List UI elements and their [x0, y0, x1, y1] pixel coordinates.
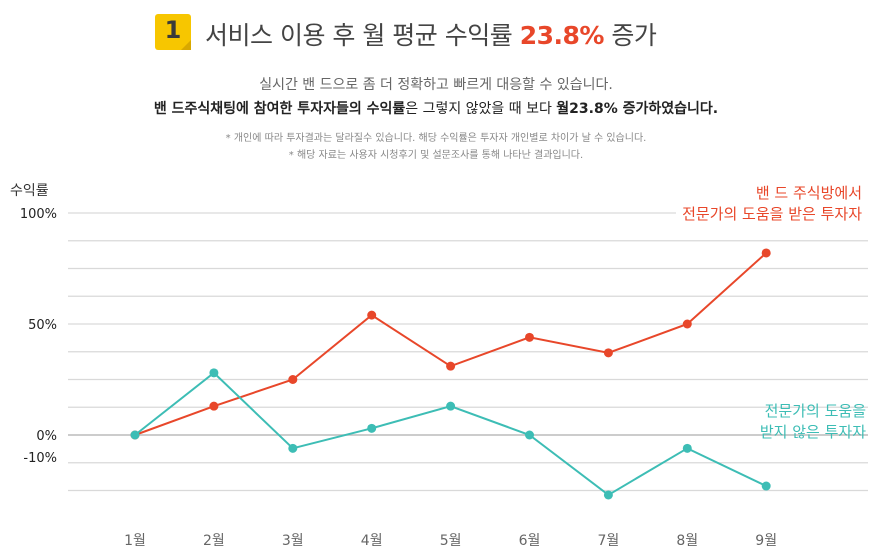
- y-tick-labels: 100% 50% 0% -10%: [20, 207, 57, 466]
- title-highlight: 23.8%: [519, 21, 605, 50]
- x-tick-label: 5월: [440, 533, 462, 549]
- x-tick-label: 8월: [676, 533, 698, 549]
- series-line: [134, 371, 767, 497]
- y-axis-title: 수익률: [10, 183, 49, 199]
- y-tick-label: -10%: [23, 451, 57, 466]
- y-tick-label: 0%: [36, 429, 57, 444]
- description-plain: 은 그렇지 않았을 때 보다: [405, 101, 557, 117]
- data-point: [525, 332, 534, 342]
- data-point: [209, 368, 219, 378]
- data-point: [761, 248, 771, 258]
- badge-number: 1: [164, 16, 182, 44]
- data-point: [525, 430, 534, 440]
- data-point: [603, 348, 613, 358]
- page-title: 서비스 이용 후 월 평균 수익률 23.8% 증가: [205, 16, 657, 52]
- series-layer: [130, 248, 771, 500]
- x-tick-label: 7월: [598, 533, 620, 549]
- series-label: 전문가의 도움을: [765, 402, 866, 420]
- data-point: [603, 490, 613, 500]
- data-point: [761, 481, 771, 491]
- data-point: [288, 443, 298, 453]
- data-point: [209, 401, 219, 411]
- series-label: 받지 않은 투자자: [760, 423, 866, 441]
- description-emphasis-a: 밴 드주식채팅에 참여한 투자자들의 수익률: [153, 101, 406, 117]
- data-point: [682, 319, 692, 329]
- y-tick-label: 100%: [20, 207, 57, 222]
- label-background: [676, 178, 870, 224]
- x-tick-label: 6월: [519, 533, 541, 549]
- grid-lines: [68, 212, 868, 492]
- x-tick-label: 4월: [361, 533, 383, 549]
- x-tick-labels: 1월 2월 3월 4월 5월 6월 7월 8월 9월: [124, 533, 777, 549]
- header: 1 서비스 이용 후 월 평균 수익률 23.8% 증가: [0, 10, 872, 56]
- data-point: [682, 443, 692, 453]
- x-tick-label: 3월: [282, 533, 304, 549]
- title-suffix: 증가: [603, 21, 657, 50]
- data-point: [367, 423, 377, 433]
- x-tick-label: 1월: [124, 533, 146, 549]
- x-tick-label: 9월: [755, 533, 777, 549]
- title-text: 서비스 이용 후 월 평균 수익률: [205, 21, 520, 50]
- description-line-1: 실시간 밴 드으로 좀 더 정확하고 빠르게 대응할 수 있습니다.: [259, 77, 613, 93]
- series-label: 전문가의 도움을 받은 투자자: [682, 205, 862, 223]
- data-point: [288, 375, 298, 384]
- y-tick-label: 50%: [28, 318, 57, 333]
- data-point: [446, 401, 456, 411]
- footnote-1: * 개인에 따라 투자결과는 달라질수 있습니다. 해당 수익률은 투자자 개인…: [225, 133, 647, 144]
- data-point: [130, 430, 140, 440]
- number-badge: 1: [155, 14, 191, 50]
- description-emphasis-b: 월23.8% 증가하였습니다.: [556, 101, 719, 117]
- footnote-2: * 해당 자료는 사용자 시청후기 및 설문조사를 통해 나타난 결과입니다.: [288, 150, 584, 161]
- description-line-2: 밴 드주식채팅에 참여한 투자자들의 수익률은 그렇지 않았을 때 보다 월23…: [0, 98, 872, 118]
- data-point: [446, 361, 456, 371]
- x-tick-label: 2월: [203, 533, 225, 549]
- series-label: 밴 드 주식방에서: [756, 184, 862, 202]
- data-point: [367, 310, 377, 320]
